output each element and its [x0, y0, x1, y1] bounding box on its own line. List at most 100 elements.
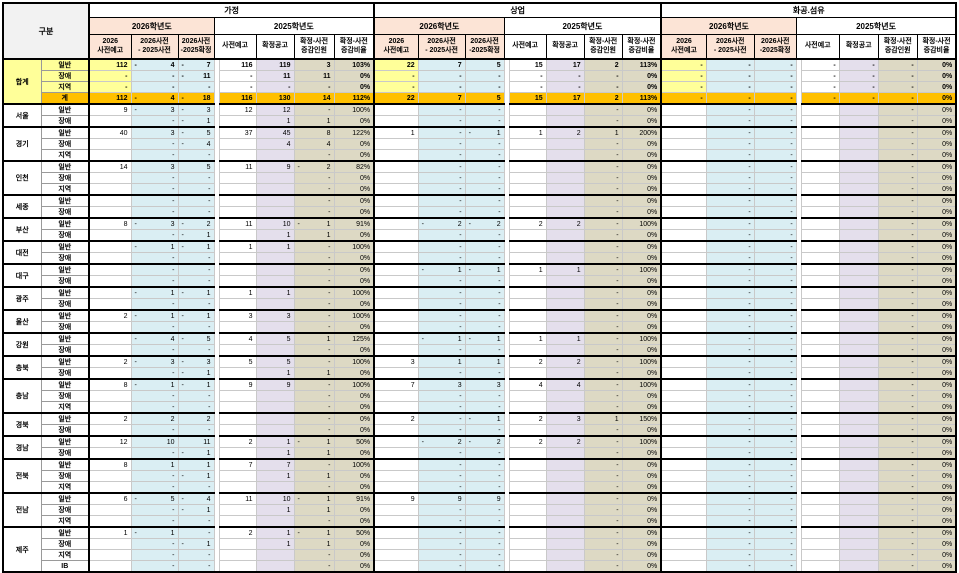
region-label[interactable]: 울산 — [2, 309, 42, 334]
data-cell[interactable]: - — [373, 81, 419, 93]
data-cell[interactable]: 14 — [293, 92, 335, 105]
data-cell[interactable]: - — [753, 492, 797, 505]
data-cell[interactable]: 9 — [255, 160, 295, 173]
data-cell[interactable]: 113% — [621, 92, 662, 105]
data-cell[interactable]: - — [877, 206, 918, 219]
data-cell[interactable]: - — [705, 263, 755, 276]
data-cell[interactable]: 2 — [88, 309, 132, 322]
data-cell[interactable]: - — [583, 470, 623, 482]
data-cell[interactable]: - — [705, 435, 755, 448]
data-cell[interactable] — [508, 492, 547, 505]
data-cell[interactable] — [800, 126, 840, 139]
data-cell[interactable]: 0% — [916, 504, 957, 516]
data-cell[interactable]: - — [583, 275, 623, 288]
data-cell[interactable]: 0% — [916, 332, 957, 345]
data-cell[interactable]: - — [877, 240, 918, 253]
data-cell[interactable]: 7 — [255, 458, 295, 471]
data-cell[interactable]: - — [838, 58, 879, 71]
data-cell[interactable] — [800, 378, 840, 391]
data-cell[interactable]: 17 — [545, 92, 585, 105]
data-cell[interactable]: - — [130, 252, 179, 265]
row-type-label[interactable]: 장애 — [40, 447, 90, 460]
data-cell[interactable] — [545, 458, 585, 471]
data-cell[interactable]: 100% — [621, 263, 662, 276]
data-cell[interactable]: - — [583, 492, 623, 505]
data-cell[interactable]: 0% — [916, 92, 957, 105]
data-cell[interactable]: - — [464, 401, 505, 414]
data-cell[interactable] — [838, 492, 879, 505]
data-cell[interactable]: - — [464, 81, 505, 93]
data-cell[interactable]: - — [88, 81, 132, 93]
data-cell[interactable] — [218, 560, 257, 573]
data-cell[interactable]: - — [293, 298, 335, 311]
data-cell[interactable]: - — [464, 538, 505, 550]
data-cell[interactable] — [373, 424, 419, 437]
data-cell[interactable]: 0% — [333, 470, 375, 482]
data-cell[interactable]: 5 — [255, 332, 295, 345]
data-cell[interactable] — [508, 103, 547, 116]
data-cell[interactable]: -1 — [130, 378, 179, 391]
data-cell[interactable]: - — [705, 378, 755, 391]
data-cell[interactable]: - — [877, 298, 918, 311]
data-cell[interactable]: - — [464, 240, 505, 253]
data-cell[interactable] — [373, 217, 419, 230]
data-cell[interactable]: 0% — [916, 183, 957, 196]
column-header[interactable]: 확정-사전 증감비율 — [333, 34, 375, 60]
data-cell[interactable]: 0% — [621, 115, 662, 128]
region-label[interactable]: 전북 — [2, 458, 42, 494]
data-cell[interactable]: 0% — [621, 549, 662, 561]
data-cell[interactable] — [255, 298, 295, 311]
data-cell[interactable] — [255, 149, 295, 162]
data-cell[interactable] — [255, 194, 295, 207]
data-cell[interactable] — [545, 470, 585, 482]
data-cell[interactable]: - — [583, 549, 623, 561]
data-cell[interactable] — [800, 390, 840, 402]
data-cell[interactable]: 0% — [333, 412, 375, 425]
data-cell[interactable] — [838, 332, 879, 345]
data-cell[interactable] — [88, 240, 132, 253]
data-cell[interactable]: 1 — [373, 126, 419, 139]
data-cell[interactable]: -5 — [130, 492, 179, 505]
data-cell[interactable] — [508, 549, 547, 561]
data-cell[interactable]: - — [877, 172, 918, 184]
data-cell[interactable]: - — [753, 138, 797, 150]
data-cell[interactable] — [660, 412, 707, 425]
data-cell[interactable]: - — [177, 275, 215, 288]
data-cell[interactable]: - — [877, 435, 918, 448]
data-cell[interactable]: 6 — [88, 492, 132, 505]
data-cell[interactable]: - — [877, 332, 918, 345]
data-cell[interactable]: 9 — [464, 492, 505, 505]
column-header[interactable]: 2026사전 - 2025사전 — [705, 34, 755, 60]
data-cell[interactable]: - — [660, 92, 707, 105]
data-cell[interactable]: - — [293, 206, 335, 219]
data-cell[interactable]: - — [705, 172, 755, 184]
row-type-label[interactable]: 일반 — [40, 263, 90, 276]
data-cell[interactable]: 45 — [255, 126, 295, 139]
data-cell[interactable]: - — [417, 321, 466, 334]
data-cell[interactable]: -1 — [130, 286, 179, 299]
data-cell[interactable] — [800, 252, 840, 265]
data-cell[interactable] — [545, 447, 585, 460]
data-cell[interactable]: - — [464, 286, 505, 299]
data-cell[interactable]: 200% — [621, 126, 662, 139]
data-cell[interactable]: - — [293, 344, 335, 357]
data-cell[interactable]: -1 — [293, 492, 335, 505]
data-cell[interactable]: - — [705, 252, 755, 265]
data-cell[interactable]: 11 — [255, 70, 295, 82]
data-cell[interactable] — [660, 252, 707, 265]
data-cell[interactable]: 2 — [508, 412, 547, 425]
data-cell[interactable]: -1 — [417, 263, 466, 276]
data-cell[interactable]: - — [705, 549, 755, 561]
data-cell[interactable] — [660, 458, 707, 471]
data-cell[interactable]: - — [88, 70, 132, 82]
data-cell[interactable]: - — [417, 115, 466, 128]
data-cell[interactable]: 0% — [916, 217, 957, 230]
data-cell[interactable]: 0% — [916, 470, 957, 482]
data-cell[interactable]: 1 — [464, 355, 505, 368]
data-cell[interactable] — [545, 481, 585, 494]
data-cell[interactable]: - — [417, 515, 466, 528]
data-cell[interactable] — [838, 252, 879, 265]
data-cell[interactable] — [373, 286, 419, 299]
data-cell[interactable] — [838, 412, 879, 425]
data-cell[interactable] — [218, 538, 257, 550]
